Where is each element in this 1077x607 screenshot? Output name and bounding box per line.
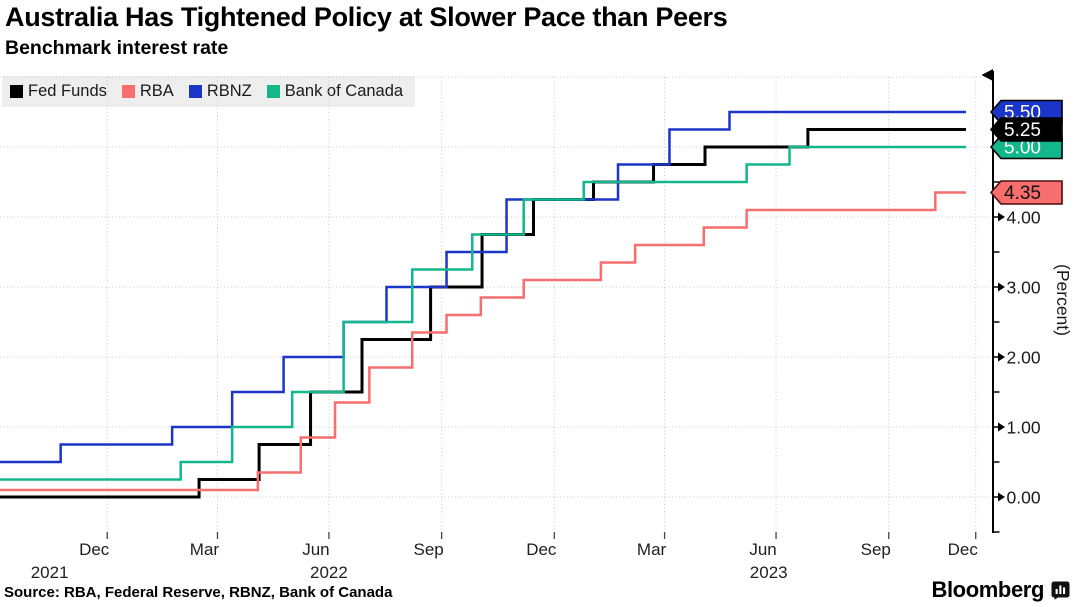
y-tick-label: 0.00 — [1007, 488, 1041, 508]
y-tick-label: 4.00 — [1007, 208, 1041, 228]
series-line-bank-of-canada — [0, 145, 966, 481]
x-tick-label: Jun — [749, 540, 776, 559]
fed-funds-swatch-icon — [10, 85, 23, 98]
y-tick-arrow-icon — [998, 282, 1005, 292]
badge-value: 4.35 — [1004, 183, 1041, 204]
badge-value: 5.00 — [1004, 138, 1041, 159]
legend-item-rba: RBA — [121, 82, 174, 101]
y-tick-label: 3.00 — [1007, 278, 1041, 298]
x-tick-label: Dec — [526, 540, 557, 559]
rba-swatch-icon — [121, 85, 135, 98]
y-tick-arrow-icon — [998, 422, 1005, 432]
x-year-label: 2023 — [750, 563, 788, 582]
x-tick-label: Dec — [948, 540, 979, 559]
badge-value: 5.50 — [1004, 103, 1041, 124]
y-tick-arrow-icon — [998, 212, 1005, 222]
y-tick-label: 1.00 — [1007, 418, 1041, 438]
chart-title: Australia Has Tightened Policy at Slower… — [5, 2, 728, 32]
series-line-fed-funds — [0, 128, 966, 499]
y-axis: 0.00 1.00 2.00 3.00 4.00 (Percent) — [981, 69, 1073, 533]
legend: Fed Funds RBA RBNZ Bank of Canada — [2, 76, 416, 107]
badge-rba — [989, 180, 1063, 205]
chart-subtitle: Benchmark interest rate — [5, 37, 229, 59]
x-tick-label: Mar — [637, 540, 667, 559]
legend-label: RBNZ — [206, 82, 252, 100]
y-tick-arrow-icon — [998, 492, 1005, 502]
rbnz-swatch-icon — [188, 85, 202, 98]
y-tick-label: 2.00 — [1007, 348, 1041, 368]
y-axis-unit-label: (Percent) — [1053, 264, 1073, 336]
x-axis: Dec Mar Jun Sep Dec Mar Jun Sep Dec 2021 2022 2023 — [31, 532, 979, 582]
bloomberg-chart-bubble-icon — [1051, 581, 1070, 600]
badge-fed-funds — [989, 117, 1063, 142]
x-tick-label: Mar — [190, 540, 220, 559]
badge-rbnz — [989, 99, 1063, 125]
source-note: Source: RBA, Federal Reserve, RBNZ, Bank… — [4, 584, 393, 601]
x-gridlines — [106, 77, 977, 532]
legend-label: RBA — [139, 82, 174, 100]
legend-item-fed-funds: Fed Funds — [10, 82, 107, 101]
x-tick-label: Jun — [302, 540, 329, 559]
bank-of-canada-swatch-icon — [266, 85, 280, 98]
x-tick-label: Sep — [414, 540, 444, 559]
y-gridlines — [0, 76, 988, 498]
series-line-rbnz — [0, 110, 966, 464]
series-line-rba — [0, 191, 966, 492]
series-lines — [0, 110, 966, 499]
badge-value: 5.25 — [1004, 120, 1041, 141]
x-tick-label: Sep — [861, 540, 891, 559]
bloomberg-branding: Bloomberg — [931, 577, 1070, 603]
axis-top-flag-icon — [981, 69, 993, 81]
bloomberg-wordmark: Bloomberg — [931, 577, 1044, 602]
legend-item-bank-of-canada: Bank of Canada — [266, 82, 404, 101]
x-year-label: 2022 — [310, 563, 348, 582]
legend-item-rbnz: RBNZ — [188, 82, 252, 101]
end-value-badges: 5.50 5.005.25 4.35 — [989, 99, 1063, 205]
x-year-label: 2021 — [31, 563, 69, 582]
legend-label: Fed Funds — [28, 82, 107, 100]
badge-bank-of-canada — [989, 134, 1063, 160]
y-tick-arrow-icon — [998, 352, 1005, 362]
legend-label: Bank of Canada — [284, 82, 404, 100]
x-tick-label: Dec — [79, 540, 110, 559]
